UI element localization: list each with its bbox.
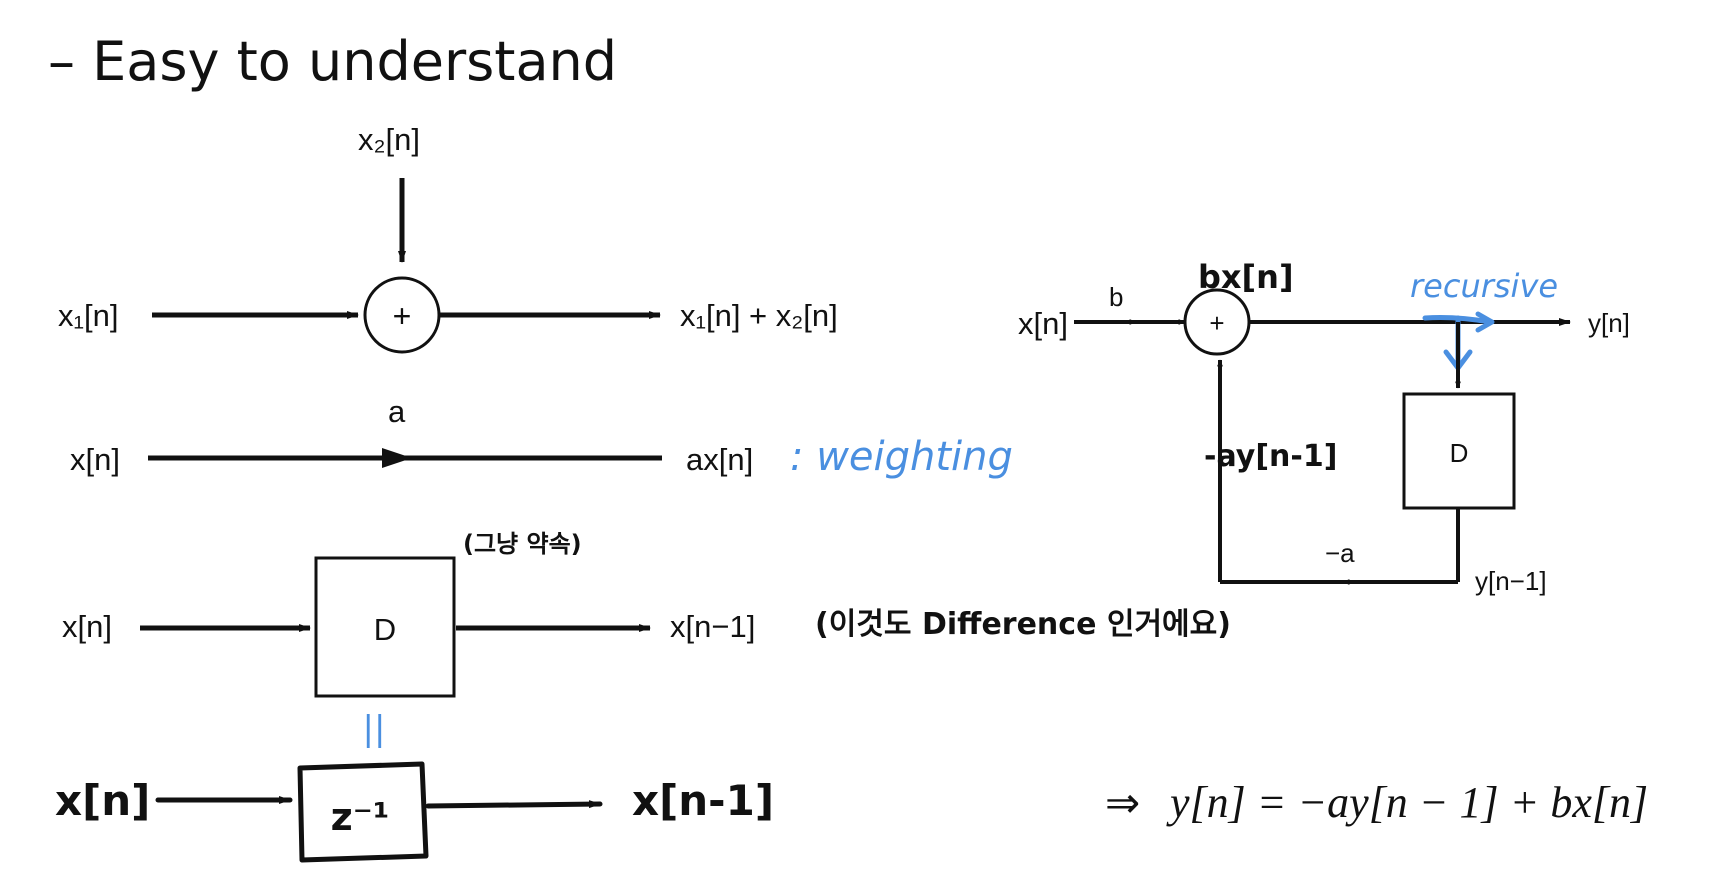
- delay-block-label: D: [374, 612, 396, 647]
- z-block-label: z⁻¹: [331, 795, 390, 839]
- equation-text: y[n] = −ay[n − 1] + bx[n]: [1166, 778, 1648, 827]
- multiplier-diagram: a x[n] ax[n] : weighting: [70, 394, 1013, 480]
- recursive-input-label: x[n]: [1018, 306, 1068, 341]
- multiplier-input-label: x[n]: [70, 442, 120, 477]
- delay-input-label: x[n]: [62, 609, 112, 644]
- z-input-label: x[n]: [55, 776, 150, 825]
- z-block: [297, 761, 429, 863]
- delay-out-label: y[n−1]: [1475, 566, 1547, 596]
- gain-b-label: b: [1109, 282, 1123, 312]
- equation: ⇒ y[n] = −ay[n − 1] + bx[n]: [1105, 778, 1648, 827]
- delay-diagram: (그냥 약속) x[n] D x[n−1] (이것도 Difference 인거…: [62, 530, 1231, 749]
- adder-input-left-label: x₁[n]: [58, 298, 118, 333]
- equals-mark: ||: [363, 709, 386, 749]
- z-output-label: x[n-1]: [632, 776, 774, 825]
- page-title: – Easy to understand: [48, 30, 617, 93]
- recursive-plus-symbol: +: [1209, 308, 1224, 338]
- delay-note-top: (그냥 약속): [463, 530, 582, 558]
- weighting-note: : weighting: [790, 434, 1013, 480]
- delay-output-label: x[n−1]: [670, 609, 755, 644]
- multiplier-output-label: ax[n]: [686, 442, 753, 477]
- adder-plus-symbol: +: [393, 298, 412, 334]
- recursive-diagram: bx[n] b x[n] + y[n] recursive D −a y[n−1…: [1018, 258, 1630, 596]
- recursive-delay-label: D: [1450, 438, 1469, 468]
- adder-diagram: x₂[n] x₁[n] + x₁[n] + x₂[n]: [58, 122, 838, 354]
- z-out-arrow: [425, 800, 603, 809]
- recursive-output-label: y[n]: [1588, 308, 1630, 338]
- delay-block: [314, 556, 456, 698]
- recursive-note: recursive: [1410, 267, 1558, 305]
- gain-neg-a-label: −a: [1325, 538, 1355, 568]
- multiplier-gain-label: a: [388, 394, 406, 429]
- adder-output-label: x₁[n] + x₂[n]: [680, 298, 838, 333]
- z-transform-diagram: x[n] z⁻¹ x[n-1]: [55, 761, 774, 863]
- delay-note-right: (이것도 Difference 인거에요): [815, 607, 1231, 642]
- feedback-note: -ay[n-1]: [1204, 439, 1337, 474]
- implies-symbol: ⇒: [1105, 779, 1140, 826]
- adder-input-top-label: x₂[n]: [358, 122, 420, 157]
- multiplier-arrowhead: [382, 448, 412, 468]
